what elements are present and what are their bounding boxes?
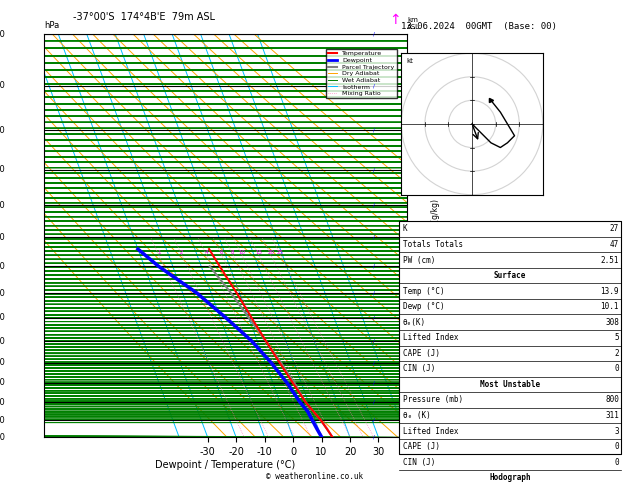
Text: 2: 2 xyxy=(180,250,184,255)
Text: 10: 10 xyxy=(238,250,245,255)
Text: 750: 750 xyxy=(0,336,5,346)
Text: 308: 308 xyxy=(605,318,619,327)
Text: Dewp (°C): Dewp (°C) xyxy=(403,302,444,311)
Text: 450: 450 xyxy=(0,165,5,174)
Text: CAPE (J): CAPE (J) xyxy=(403,349,440,358)
Text: 8: 8 xyxy=(428,81,433,90)
Legend: Temperature, Dewpoint, Parcel Trajectory, Dry Adiabat, Wet Adiabat, Isotherm, Mi: Temperature, Dewpoint, Parcel Trajectory… xyxy=(326,49,396,98)
Text: 7: 7 xyxy=(428,133,433,141)
Text: 800: 800 xyxy=(605,396,619,404)
Text: K: K xyxy=(403,225,407,233)
Text: 400: 400 xyxy=(0,126,5,135)
Text: 47: 47 xyxy=(610,240,619,249)
Text: © weatheronline.co.uk: © weatheronline.co.uk xyxy=(266,472,363,481)
Text: /: / xyxy=(374,417,375,423)
Text: /: / xyxy=(374,203,375,208)
Text: Pressure (mb): Pressure (mb) xyxy=(403,396,463,404)
Text: 3: 3 xyxy=(428,313,433,322)
Text: Surface: Surface xyxy=(494,271,526,280)
Text: 10.1: 10.1 xyxy=(601,302,619,311)
Text: /: / xyxy=(374,339,375,344)
Text: Lifted Index: Lifted Index xyxy=(403,333,458,342)
Text: /: / xyxy=(374,399,375,405)
X-axis label: Dewpoint / Temperature (°C): Dewpoint / Temperature (°C) xyxy=(155,460,296,470)
Text: Hodograph: Hodograph xyxy=(489,473,531,482)
Text: 5: 5 xyxy=(615,333,619,342)
Text: 0: 0 xyxy=(615,458,619,467)
Text: /: / xyxy=(374,128,375,133)
Text: kt: kt xyxy=(406,58,413,64)
Text: /: / xyxy=(374,291,375,295)
Text: Most Unstable: Most Unstable xyxy=(480,380,540,389)
Text: ↑: ↑ xyxy=(389,14,401,27)
Text: Temp (°C): Temp (°C) xyxy=(403,287,444,295)
Text: 950: 950 xyxy=(0,416,5,425)
Text: 550: 550 xyxy=(0,233,5,242)
Text: 6: 6 xyxy=(220,250,223,255)
Text: /: / xyxy=(374,235,375,240)
Text: CAPE (J): CAPE (J) xyxy=(403,442,440,451)
Text: 311: 311 xyxy=(605,411,619,420)
Text: 1: 1 xyxy=(157,250,160,255)
Text: CIN (J): CIN (J) xyxy=(403,364,435,373)
Text: 5: 5 xyxy=(428,226,433,235)
Text: 900: 900 xyxy=(0,398,5,407)
Text: 4: 4 xyxy=(204,250,208,255)
Text: 500: 500 xyxy=(0,201,5,209)
Text: Mixing Ratio (g/kg): Mixing Ratio (g/kg) xyxy=(431,199,440,272)
Text: 15: 15 xyxy=(255,250,262,255)
Text: 13.9: 13.9 xyxy=(601,287,619,295)
Text: θₑ (K): θₑ (K) xyxy=(403,411,430,420)
Text: 300: 300 xyxy=(0,30,5,38)
Text: /: / xyxy=(374,315,375,320)
Text: /: / xyxy=(374,32,375,36)
Text: PW (cm): PW (cm) xyxy=(403,256,435,264)
Text: 4: 4 xyxy=(428,273,433,282)
Text: 0: 0 xyxy=(615,364,619,373)
Text: 600: 600 xyxy=(0,262,5,271)
Text: 850: 850 xyxy=(0,379,5,387)
Text: 2: 2 xyxy=(428,356,433,365)
Text: /: / xyxy=(374,264,375,269)
Text: 25: 25 xyxy=(277,250,284,255)
Text: /: / xyxy=(374,83,375,88)
Text: /: / xyxy=(374,381,375,385)
Text: LCL: LCL xyxy=(411,421,423,427)
Text: km
ASL: km ASL xyxy=(407,17,420,30)
Text: 8: 8 xyxy=(231,250,235,255)
Text: 650: 650 xyxy=(0,289,5,297)
Text: hPa: hPa xyxy=(44,21,59,30)
Text: 1: 1 xyxy=(428,398,433,407)
Text: 800: 800 xyxy=(0,358,5,367)
Text: CIN (J): CIN (J) xyxy=(403,458,435,467)
Text: -37°00'S  174°4B'E  79m ASL: -37°00'S 174°4B'E 79m ASL xyxy=(73,12,215,22)
Text: 3: 3 xyxy=(615,427,619,435)
Text: Lifted Index: Lifted Index xyxy=(403,427,458,435)
Text: 6: 6 xyxy=(428,181,433,191)
Text: θₑ(K): θₑ(K) xyxy=(403,318,426,327)
Text: 0: 0 xyxy=(615,442,619,451)
Text: /: / xyxy=(374,360,375,365)
Text: 2: 2 xyxy=(615,349,619,358)
Text: 700: 700 xyxy=(0,313,5,322)
Text: 1000: 1000 xyxy=(0,433,5,442)
Text: /: / xyxy=(374,167,375,173)
Text: 350: 350 xyxy=(0,81,5,90)
Text: 13.06.2024  00GMT  (Base: 00): 13.06.2024 00GMT (Base: 00) xyxy=(401,22,557,31)
Text: 2.51: 2.51 xyxy=(601,256,619,264)
Text: 20: 20 xyxy=(267,250,274,255)
Text: Totals Totals: Totals Totals xyxy=(403,240,463,249)
Text: /: / xyxy=(374,435,375,440)
Text: 27: 27 xyxy=(610,225,619,233)
